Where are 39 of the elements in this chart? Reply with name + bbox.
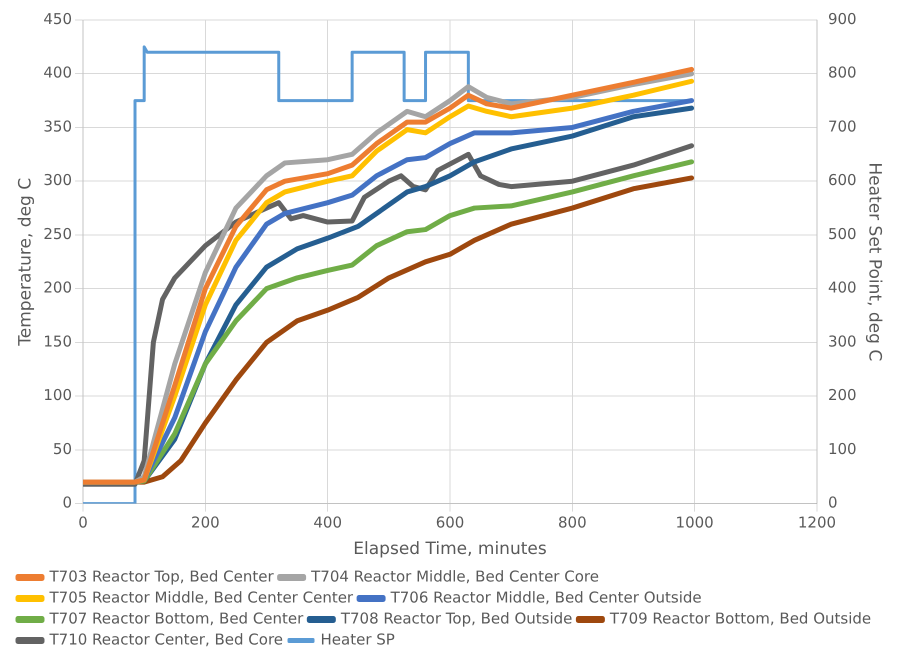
legend-label: T705 Reactor Middle, Bed Center Center bbox=[48, 588, 354, 606]
legend-label: T708 Reactor Top, Bed Outside bbox=[340, 609, 572, 628]
y-tick-label: 0 bbox=[62, 493, 72, 512]
y-tick-label: 250 bbox=[43, 224, 72, 243]
y2-tick-label: 200 bbox=[828, 386, 857, 404]
x-tick-label: 400 bbox=[313, 513, 342, 532]
y2-tick-label: 0 bbox=[828, 493, 838, 512]
y-tick-label: 100 bbox=[43, 386, 72, 404]
legend-label: T707 Reactor Bottom, Bed Center bbox=[48, 609, 304, 628]
x-axis-title: Elapsed Time, minutes bbox=[353, 539, 547, 560]
y2-tick-label: 300 bbox=[828, 332, 857, 350]
x-tick-label: 200 bbox=[191, 513, 220, 532]
y2-tick-label: 700 bbox=[828, 117, 857, 136]
x-tick-label: 1000 bbox=[676, 513, 714, 532]
y-tick-label: 400 bbox=[43, 64, 72, 82]
y-tick-label: 450 bbox=[43, 10, 72, 28]
y-tick-label: 200 bbox=[43, 278, 72, 297]
y-tick-label: 150 bbox=[43, 332, 72, 350]
y2-tick-label: 600 bbox=[828, 171, 857, 190]
y2-tick-label: 800 bbox=[828, 64, 857, 82]
x-tick-label: 1200 bbox=[798, 513, 836, 532]
x-tick-label: 0 bbox=[78, 513, 88, 532]
y-tick-label: 350 bbox=[43, 117, 72, 136]
y2-tick-label: 900 bbox=[828, 10, 857, 28]
legend-label: T703 Reactor Top, Bed Center bbox=[48, 567, 274, 586]
y-tick-label: 300 bbox=[43, 171, 72, 190]
x-tick-label: 600 bbox=[436, 513, 464, 532]
y-axis-title: Temperature, deg C bbox=[16, 178, 36, 347]
legend-label: Heater SP bbox=[320, 630, 395, 648]
legend-label: T710 Reactor Center, Bed Core bbox=[48, 630, 284, 648]
y2-tick-label: 100 bbox=[828, 440, 857, 458]
y-tick-label: 50 bbox=[52, 440, 72, 458]
legend-label: T709 Reactor Bottom, Bed Outside bbox=[608, 609, 872, 628]
x-tick-label: 800 bbox=[558, 513, 587, 532]
legend-label: T704 Reactor Middle, Bed Center Core bbox=[310, 567, 599, 586]
legend-label: T706 Reactor Middle, Bed Center Outside bbox=[390, 588, 702, 606]
y2-axis-title: Heater Set Point, deg C bbox=[864, 162, 884, 362]
y2-tick-label: 500 bbox=[828, 224, 857, 243]
y2-tick-label: 400 bbox=[828, 278, 857, 297]
